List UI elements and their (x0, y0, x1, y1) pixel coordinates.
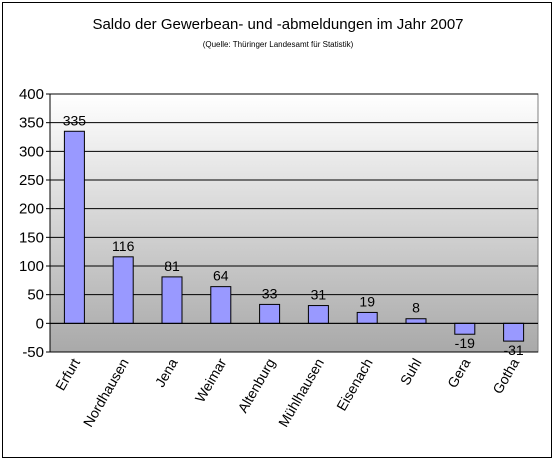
bar (259, 303, 281, 324)
y-tick-label: 350 (19, 115, 44, 132)
x-tick-label: Erfurt (52, 355, 83, 393)
bar (405, 318, 427, 324)
data-label: -31 (503, 342, 523, 358)
y-tick-label: 400 (19, 86, 44, 103)
bar (307, 305, 329, 324)
data-label: 81 (164, 258, 180, 274)
x-tick-label: Mühlhausen (275, 356, 327, 430)
x-tick-label: Suhl (397, 356, 425, 388)
bar (356, 311, 378, 324)
x-tick-label: Eisenach (333, 356, 376, 414)
data-label: 116 (112, 238, 135, 254)
data-label: 335 (63, 112, 87, 128)
bar (63, 130, 85, 324)
data-label: -19 (455, 335, 475, 351)
data-label: 64 (213, 268, 229, 284)
bar (210, 286, 232, 324)
x-tick-label: Jena (152, 355, 181, 389)
y-tick-label: 0 (36, 315, 44, 332)
bar (161, 276, 183, 324)
x-tick-label: Gera (444, 355, 474, 390)
bar (112, 256, 134, 324)
x-tick-label: Weimar (192, 355, 230, 405)
chart-subtitle: (Quelle: Thüringer Landesamt für Statist… (202, 40, 354, 49)
bar (503, 322, 525, 342)
bar (454, 322, 476, 335)
x-tick-label: Gotha (489, 355, 522, 396)
data-label: 31 (311, 287, 327, 303)
y-tick-label: -50 (22, 344, 44, 361)
y-tick-label: 200 (19, 201, 44, 218)
x-tick-label: Altenburg (234, 356, 278, 416)
y-tick-label: 50 (27, 287, 44, 304)
y-tick-label: 300 (19, 143, 44, 160)
y-tick-label: 150 (19, 229, 44, 246)
data-label: 8 (412, 300, 420, 316)
x-tick-label: Nordhausen (80, 356, 132, 430)
y-tick-label: 100 (19, 258, 44, 275)
y-tick-label: 250 (19, 172, 44, 189)
data-label: 19 (359, 293, 375, 309)
chart-title: Saldo der Gewerbean- und -abmeldungen im… (92, 16, 464, 33)
data-label: 33 (262, 285, 278, 301)
